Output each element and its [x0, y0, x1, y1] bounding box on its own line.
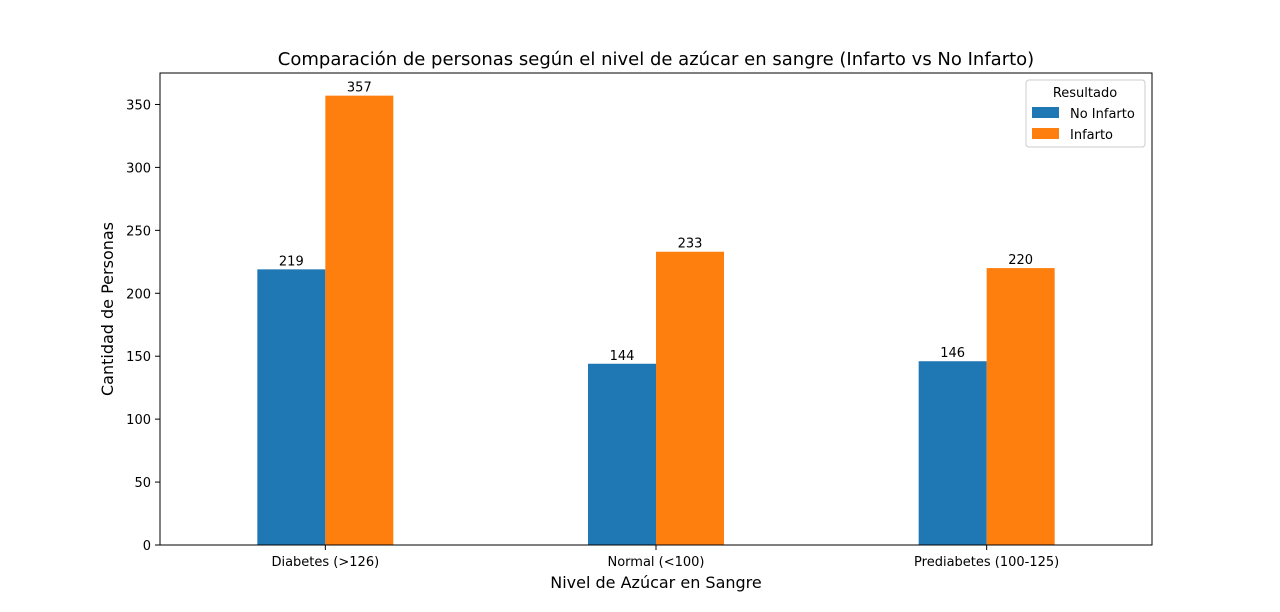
bar-0-0: [257, 269, 326, 545]
x-tick-label: Normal (<100): [607, 555, 704, 570]
legend-swatch: [1032, 128, 1059, 139]
data-label: 219: [279, 254, 304, 269]
y-tick-label: 0: [143, 539, 151, 554]
data-label: 144: [610, 349, 635, 364]
x-axis-label: Nivel de Azúcar en Sangre: [550, 573, 762, 592]
data-label: 146: [940, 346, 965, 361]
legend-swatch: [1032, 107, 1059, 118]
bar-0-2: [918, 361, 987, 545]
legend-label: No Infarto: [1070, 107, 1135, 122]
y-tick-label: 350: [126, 98, 151, 113]
legend-title: Resultado: [1053, 86, 1117, 101]
y-tick-label: 200: [126, 287, 151, 302]
bar-0-1: [588, 363, 656, 545]
bar-1-0: [325, 95, 394, 545]
data-label: 233: [678, 237, 703, 252]
data-label: 357: [347, 81, 372, 96]
legend-items: No Infarto Infarto: [1032, 107, 1135, 143]
legend: Resultado No Infarto Infarto: [1025, 79, 1146, 148]
legend-label: Infarto: [1070, 128, 1113, 143]
y-axis-label: Cantidad de Personas: [98, 222, 117, 396]
y-tick-label: 250: [126, 224, 151, 239]
bar-1-1: [656, 251, 724, 546]
y-tick-label: 150: [126, 350, 151, 365]
y-tick-label: 50: [134, 476, 151, 491]
chart-title: Comparación de personas según el nivel d…: [278, 49, 1034, 70]
y-tick-label: 100: [126, 413, 151, 428]
x-tick-label: Diabetes (>126): [271, 555, 379, 570]
y-tick-label: 300: [126, 161, 151, 176]
x-tick-label: Prediabetes (100-125): [914, 555, 1059, 570]
plot-area: 219 357 Diabetes (>126) 144 233 Normal (<100)…: [126, 72, 1153, 570]
bar-1-2: [986, 268, 1055, 545]
data-label: 220: [1008, 253, 1033, 268]
plot-frame: [159, 72, 1153, 546]
